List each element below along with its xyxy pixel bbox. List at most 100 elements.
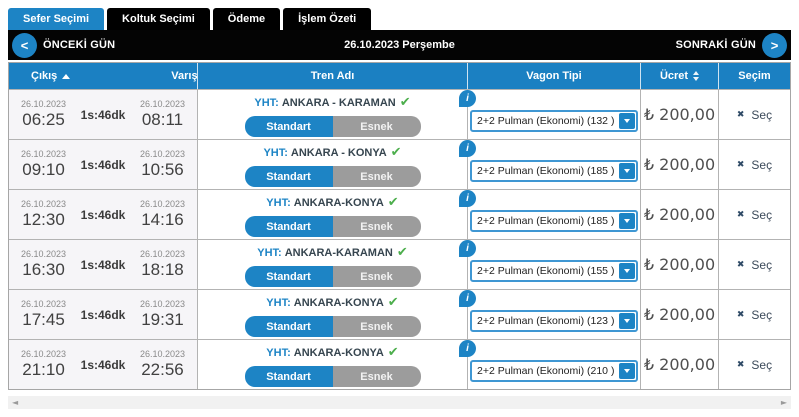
dropdown-caret-box[interactable] (619, 263, 635, 279)
sort-asc-icon[interactable] (62, 73, 71, 79)
next-day-label[interactable]: SONRAKİ GÜN (675, 39, 756, 51)
wagon-type-select[interactable]: 2+2 Pulman (Ekonomi) (132 ) (470, 110, 638, 132)
tab-islem-ozeti[interactable]: İşlem Özeti (283, 8, 372, 30)
departure-date: 26.10.2023 (21, 299, 67, 309)
tab-odeme[interactable]: Ödeme (212, 8, 281, 30)
wagon-type-selected-option: 2+2 Pulman (Ekonomi) (155 ) (477, 265, 615, 277)
wagon-type-select[interactable]: 2+2 Pulman (Ekonomi) (155 ) (470, 260, 638, 282)
select-trip-button[interactable]: Seç (751, 357, 773, 372)
select-trip-cell[interactable]: ✖ Seç (718, 139, 790, 189)
departure-date: 26.10.2023 (21, 249, 67, 259)
train-type-label: YHT: (263, 146, 288, 159)
standard-tariff-button[interactable]: Standart (244, 166, 333, 187)
tariff-toggle: Standart Esnek (244, 366, 421, 387)
price-value: ₺ 200,00 (643, 255, 716, 274)
next-day-button[interactable]: SONRAKİ GÜN > (675, 32, 787, 58)
train-type-label: YHT: (254, 96, 279, 109)
select-x-icon: ✖ (736, 259, 745, 270)
select-trip-button[interactable]: Seç (751, 207, 773, 222)
chevron-right-icon[interactable]: > (762, 32, 787, 58)
column-header-cikis-varis: Çıkış Varış (9, 63, 209, 89)
select-trip-button[interactable]: Seç (751, 107, 773, 122)
wagon-type-select[interactable]: 2+2 Pulman (Ekonomi) (185 ) (470, 160, 638, 182)
arrival-date: 26.10.2023 (139, 149, 185, 159)
info-icon[interactable]: i (459, 90, 476, 107)
wagon-type-selected-option: 2+2 Pulman (Ekonomi) (132 ) (477, 115, 615, 127)
arrival-time: 14:16 (141, 210, 184, 229)
select-trip-button[interactable]: Seç (751, 157, 773, 172)
train-name-cell: YHT: ANKARA - KONYA ✔ Standart Esnek i (197, 139, 476, 189)
select-trip-button[interactable]: Seç (751, 307, 773, 322)
column-header-vagon-tipi: Vagon Tipi (467, 63, 640, 89)
column-header-cikis[interactable]: Çıkış (31, 70, 58, 82)
wagon-type-select[interactable]: 2+2 Pulman (Ekonomi) (210 ) (470, 360, 638, 382)
train-type-label: YHT: (257, 246, 282, 259)
wagon-type-selected-option: 2+2 Pulman (Ekonomi) (123 ) (477, 315, 615, 327)
horizontal-scrollbar[interactable]: ◄ ► (8, 396, 791, 409)
departure-time: 21:10 (22, 360, 65, 379)
arrival-date: 26.10.2023 (139, 299, 185, 309)
standard-tariff-button[interactable]: Standart (244, 266, 333, 287)
trip-duration: 1s:46dk (80, 357, 126, 372)
trip-times-cell: 26.10.2023 17:45 1s:46dk 26.10.2023 19:3… (9, 289, 197, 339)
info-icon[interactable]: i (459, 290, 476, 307)
tab-sefer-secimi[interactable]: Sefer Seçimi (8, 8, 105, 30)
tab-koltuk-secimi[interactable]: Koltuk Seçimi (107, 8, 210, 30)
train-route-label: ANKARA - KONYA (290, 146, 387, 159)
info-icon[interactable]: i (459, 240, 476, 257)
arrival-time: 22:56 (141, 360, 184, 379)
sort-both-icon[interactable] (693, 71, 700, 81)
dropdown-caret-box[interactable] (619, 313, 635, 329)
flex-tariff-button[interactable]: Esnek (332, 116, 421, 137)
wagon-type-select[interactable]: 2+2 Pulman (Ekonomi) (185 ) (470, 210, 638, 232)
flex-tariff-button[interactable]: Esnek (332, 166, 421, 187)
wagon-type-cell: 2+2 Pulman (Ekonomi) (132 ) (467, 89, 640, 139)
select-trip-button[interactable]: Seç (751, 257, 773, 272)
select-trip-cell[interactable]: ✖ Seç (718, 339, 790, 389)
flex-tariff-button[interactable]: Esnek (332, 216, 421, 237)
select-trip-cell[interactable]: ✖ Seç (718, 289, 790, 339)
scroll-right-icon[interactable]: ► (780, 397, 787, 407)
column-header-tren-adi: Tren Adı (197, 63, 467, 89)
standard-tariff-button[interactable]: Standart (244, 116, 333, 137)
standard-tariff-button[interactable]: Standart (244, 316, 333, 337)
chevron-down-icon (624, 119, 630, 123)
select-x-icon: ✖ (736, 209, 745, 220)
previous-day-button[interactable]: < ÖNCEKİ GÜN (12, 32, 116, 58)
dropdown-caret-box[interactable] (619, 213, 635, 229)
wagon-type-select[interactable]: 2+2 Pulman (Ekonomi) (123 ) (470, 310, 638, 332)
trips-table: Çıkış Varış Tren Adı Vagon Tipi Ücret Se… (8, 62, 791, 390)
scroll-left-icon[interactable]: ◄ (12, 397, 19, 407)
price-cell: ₺ 200,00 (640, 239, 718, 289)
train-name-line: YHT: ANKARA-KONYA ✔ (266, 295, 398, 310)
standard-tariff-button[interactable]: Standart (244, 366, 333, 387)
available-check-icon: ✔ (387, 345, 399, 360)
info-icon[interactable]: i (459, 340, 476, 357)
column-header-varis[interactable]: Varış (171, 70, 198, 82)
dropdown-caret-box[interactable] (619, 163, 635, 179)
column-header-ucret-label[interactable]: Ücret (659, 70, 689, 82)
select-trip-cell[interactable]: ✖ Seç (718, 239, 790, 289)
wagon-type-cell: 2+2 Pulman (Ekonomi) (210 ) (467, 339, 640, 389)
wagon-type-selected-option: 2+2 Pulman (Ekonomi) (185 ) (477, 215, 615, 227)
info-icon[interactable]: i (459, 140, 476, 157)
available-check-icon: ✔ (390, 145, 402, 160)
available-check-icon: ✔ (387, 195, 399, 210)
dropdown-caret-box[interactable] (619, 363, 635, 379)
select-trip-cell[interactable]: ✖ Seç (718, 189, 790, 239)
arrival-date: 26.10.2023 (139, 249, 185, 259)
flex-tariff-button[interactable]: Esnek (332, 316, 421, 337)
chevron-left-icon[interactable]: < (12, 32, 37, 58)
previous-day-label[interactable]: ÖNCEKİ GÜN (43, 39, 116, 51)
chevron-down-icon (624, 169, 630, 173)
chevron-down-icon (624, 219, 630, 223)
flex-tariff-button[interactable]: Esnek (332, 366, 421, 387)
info-icon[interactable]: i (459, 190, 476, 207)
price-cell: ₺ 200,00 (640, 289, 718, 339)
trip-times-cell: 26.10.2023 16:30 1s:48dk 26.10.2023 18:1… (9, 239, 197, 289)
standard-tariff-button[interactable]: Standart (244, 216, 333, 237)
select-trip-cell[interactable]: ✖ Seç (718, 89, 790, 139)
flex-tariff-button[interactable]: Esnek (332, 266, 421, 287)
dropdown-caret-box[interactable] (619, 113, 635, 129)
